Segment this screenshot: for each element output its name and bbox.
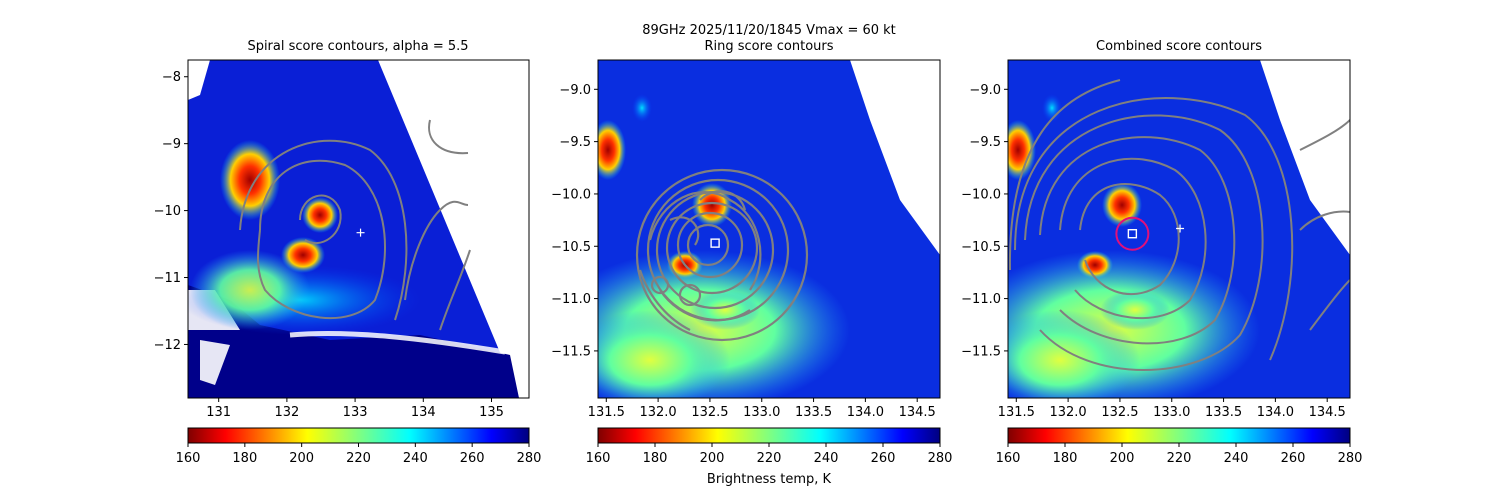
y-tick-label: −11.5 xyxy=(961,344,1001,359)
x-tick-label: 133 xyxy=(343,405,368,420)
colorbar-tick-label: 160 xyxy=(176,451,201,466)
x-tick-label: 131.5 xyxy=(588,405,625,420)
y-tick-label: −9.0 xyxy=(559,83,591,98)
y-tick-label: −11.5 xyxy=(551,344,591,359)
panel-3-title: Combined score contours xyxy=(1096,39,1262,54)
panel-3-frame xyxy=(1007,59,1351,399)
colorbar xyxy=(1007,427,1351,444)
x-tick-label: 134 xyxy=(411,405,436,420)
y-tick-label: −10.5 xyxy=(551,240,591,255)
panel-3-heatmap xyxy=(1008,60,1350,398)
colorbar-tick-label: 220 xyxy=(346,451,371,466)
x-tick-label: 134.0 xyxy=(847,405,884,420)
score-max-square-marker xyxy=(710,238,720,248)
colorbar-tick-label: 260 xyxy=(871,451,896,466)
colorbar xyxy=(597,427,941,444)
colorbar-label: Brightness temp, K xyxy=(706,472,832,487)
x-tick-label: 133.5 xyxy=(1205,405,1242,420)
figure-suptitle: 89GHz 2025/11/20/1845 Vmax = 60 kt xyxy=(642,23,896,38)
y-tick-label: −10.0 xyxy=(551,187,591,202)
x-tick-label: 134.5 xyxy=(899,405,936,420)
y-tick-label: −8 xyxy=(162,70,181,85)
colorbar-tick-label: 180 xyxy=(232,451,257,466)
y-tick-label: −11.0 xyxy=(961,292,1001,307)
colorbar-tick-label: 240 xyxy=(814,451,839,466)
panel-1-heatmap xyxy=(188,60,529,398)
colorbar-tick-label: 180 xyxy=(643,451,668,466)
eye-circle-marker xyxy=(1115,216,1150,251)
x-tick-label: 132.0 xyxy=(639,405,676,420)
x-tick-label: 131.5 xyxy=(998,405,1035,420)
y-tick-label: −11.0 xyxy=(551,292,591,307)
panel-2-frame xyxy=(597,59,941,399)
x-tick-label: 135 xyxy=(479,405,504,420)
colorbar-tick-label: 160 xyxy=(996,451,1021,466)
score-max-square-marker xyxy=(1127,229,1138,239)
colorbar-tick-label: 280 xyxy=(928,451,953,466)
colorbar-tick-label: 260 xyxy=(1281,451,1306,466)
x-tick-label: 134.5 xyxy=(1309,405,1346,420)
colorbar-tick-label: 220 xyxy=(1167,451,1192,466)
y-tick-label: −9.0 xyxy=(969,83,1001,98)
x-tick-label: 133.5 xyxy=(795,405,832,420)
center-plus-marker xyxy=(356,228,365,237)
y-tick-label: −10.5 xyxy=(961,240,1001,255)
colorbar-tick-label: 240 xyxy=(403,451,428,466)
y-tick-label: −9.5 xyxy=(559,135,591,150)
center-plus-marker xyxy=(1176,224,1185,233)
colorbar-tick-label: 220 xyxy=(757,451,782,466)
colorbar-tick-label: 280 xyxy=(1338,451,1363,466)
panel-1-title: Spiral score contours, alpha = 5.5 xyxy=(247,39,469,54)
panel-1-frame xyxy=(187,59,530,399)
colorbar-tick-label: 260 xyxy=(460,451,485,466)
x-tick-label: 131 xyxy=(206,405,231,420)
colorbar-tick-label: 200 xyxy=(289,451,314,466)
colorbar-tick-label: 160 xyxy=(586,451,611,466)
x-tick-label: 132.0 xyxy=(1049,405,1086,420)
colorbar-tick-label: 180 xyxy=(1053,451,1078,466)
y-tick-label: −9 xyxy=(162,137,181,152)
x-tick-label: 132.5 xyxy=(1101,405,1138,420)
x-tick-label: 134.0 xyxy=(1257,405,1294,420)
y-tick-label: −10 xyxy=(154,204,181,219)
y-tick-label: −11 xyxy=(154,271,181,286)
x-tick-label: 132.5 xyxy=(691,405,728,420)
panel-2-heatmap xyxy=(598,60,940,398)
y-tick-label: −12 xyxy=(154,338,181,353)
y-tick-label: −9.5 xyxy=(969,135,1001,150)
x-tick-label: 133.0 xyxy=(743,405,780,420)
y-tick-label: −10.0 xyxy=(961,187,1001,202)
colorbar-tick-label: 200 xyxy=(700,451,725,466)
colorbar xyxy=(187,427,530,444)
colorbar-tick-label: 240 xyxy=(1224,451,1249,466)
panel-2-title: Ring score contours xyxy=(704,39,834,54)
x-tick-label: 132 xyxy=(274,405,299,420)
x-tick-label: 133.0 xyxy=(1153,405,1190,420)
colorbar-tick-label: 280 xyxy=(517,451,542,466)
colorbar-tick-label: 200 xyxy=(1110,451,1135,466)
